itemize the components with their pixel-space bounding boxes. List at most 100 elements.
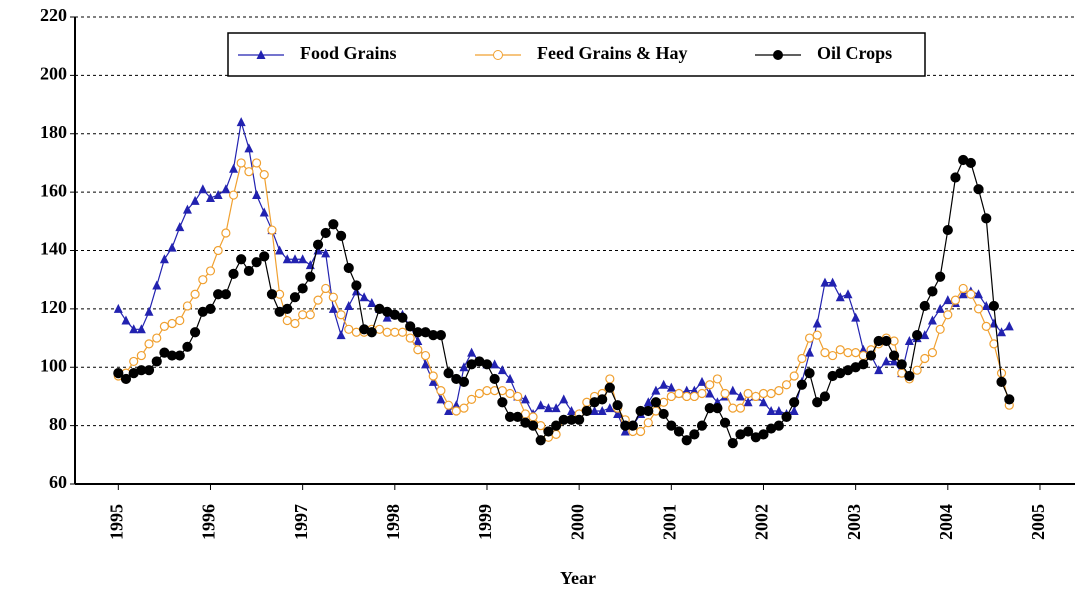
marker <box>659 379 669 389</box>
marker <box>758 397 768 407</box>
marker <box>174 350 185 361</box>
marker <box>927 315 937 325</box>
marker <box>129 324 139 334</box>
marker <box>229 163 239 173</box>
marker <box>344 300 354 310</box>
marker <box>996 376 1007 387</box>
marker <box>789 406 799 416</box>
marker <box>535 435 546 446</box>
marker <box>828 350 838 361</box>
marker <box>397 312 408 323</box>
marker <box>705 380 715 390</box>
marker <box>643 397 653 407</box>
legend: Food Grains Feed Grains & Hay Oil Crops <box>227 32 926 77</box>
marker <box>758 388 769 399</box>
marker <box>605 374 615 384</box>
marker <box>189 327 201 338</box>
marker <box>351 280 362 291</box>
marker <box>819 391 831 402</box>
marker <box>220 289 231 300</box>
y-tick-label: 180 <box>40 122 67 142</box>
marker <box>636 426 646 437</box>
marker <box>144 306 154 316</box>
marker <box>344 324 354 334</box>
marker <box>896 359 907 370</box>
y-tick-label: 220 <box>40 5 67 25</box>
marker <box>728 385 738 395</box>
marker <box>459 362 469 372</box>
marker <box>682 385 692 395</box>
marker <box>182 204 192 214</box>
marker <box>666 391 676 402</box>
marker <box>797 353 807 364</box>
marker <box>428 376 438 386</box>
marker <box>981 300 991 310</box>
marker <box>405 333 415 343</box>
marker <box>113 367 124 379</box>
marker <box>175 222 185 232</box>
marker <box>851 312 861 322</box>
marker <box>697 376 707 386</box>
marker <box>259 251 270 262</box>
marker <box>658 408 669 420</box>
y-tick-label: 80 <box>49 414 67 434</box>
marker <box>436 394 446 404</box>
marker <box>835 345 845 355</box>
marker <box>282 254 292 264</box>
marker <box>143 365 155 376</box>
marker <box>590 406 600 416</box>
marker <box>367 298 377 308</box>
marker <box>482 386 492 396</box>
x-tick-label: 2004 <box>936 504 956 540</box>
marker <box>858 359 869 370</box>
marker <box>705 388 715 398</box>
marker <box>289 292 301 303</box>
marker <box>351 286 361 296</box>
marker <box>742 426 754 437</box>
marker <box>182 301 193 311</box>
marker <box>167 242 177 252</box>
marker <box>236 158 246 168</box>
marker <box>942 224 953 236</box>
x-tick-label: 2000 <box>567 504 587 540</box>
marker <box>904 370 915 382</box>
marker <box>505 388 515 399</box>
x-tick-label: 1996 <box>199 504 219 540</box>
marker <box>458 376 470 387</box>
marker <box>727 438 738 449</box>
marker <box>566 406 576 416</box>
marker <box>182 341 193 352</box>
marker <box>443 367 454 379</box>
marker <box>205 303 216 314</box>
marker <box>820 277 830 287</box>
marker <box>958 289 968 299</box>
marker <box>312 239 324 250</box>
marker <box>213 245 223 256</box>
marker <box>597 394 608 405</box>
marker <box>512 411 523 422</box>
y-tick-label: 160 <box>40 180 67 200</box>
marker <box>965 157 976 169</box>
marker <box>774 386 784 396</box>
marker <box>443 400 454 410</box>
marker <box>121 315 131 325</box>
marker <box>120 373 132 385</box>
marker <box>789 371 799 381</box>
marker <box>328 292 338 302</box>
marker <box>221 228 231 238</box>
marker <box>851 348 861 358</box>
marker <box>275 245 285 255</box>
marker <box>321 248 331 258</box>
marker <box>889 356 899 366</box>
marker <box>597 406 607 416</box>
marker <box>451 406 461 416</box>
marker <box>243 265 255 277</box>
marker <box>781 380 792 390</box>
marker <box>988 300 999 312</box>
marker <box>159 254 169 264</box>
marker <box>136 350 146 361</box>
marker <box>244 143 254 153</box>
marker <box>305 310 315 320</box>
y-tick-label: 200 <box>40 64 67 84</box>
